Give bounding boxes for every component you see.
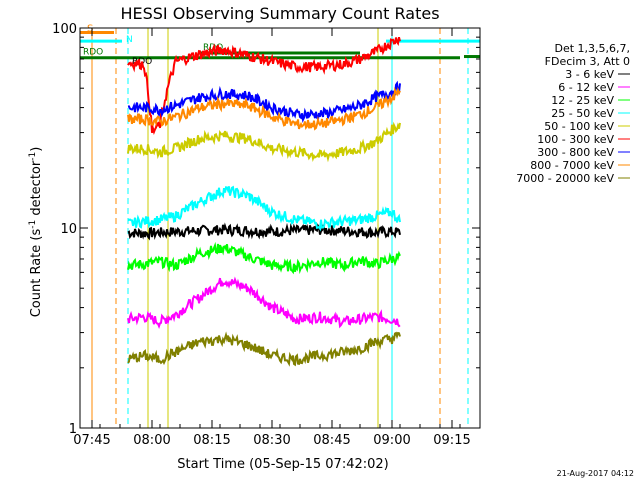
- series-line-0: [127, 222, 401, 241]
- saa-label: S: [87, 23, 93, 34]
- legend-label-4: 50 - 100 keV: [544, 120, 614, 133]
- y-axis-label-part1: Count Rate (s: [29, 229, 44, 318]
- legend-label-1: 6 - 12 keV: [558, 81, 614, 94]
- y-tick-label-1: 10: [60, 222, 77, 237]
- series-line-4: [127, 121, 401, 163]
- x-tick-label-0: 07:45: [73, 433, 110, 448]
- legend-header-0: Det 1,3,5,6,7,: [554, 42, 630, 55]
- series-line-2: [127, 241, 401, 275]
- series-line-5: [127, 36, 401, 135]
- rdo-label-0: RDO: [83, 48, 103, 58]
- legend-label-3: 25 - 50 keV: [551, 107, 614, 120]
- y-axis: 1 10 100: [52, 22, 480, 437]
- series-line-8: [127, 331, 401, 367]
- series-line-6: [127, 80, 401, 123]
- series-line-1: [127, 276, 401, 330]
- y-axis-label-part3: ): [29, 147, 44, 152]
- event-lines: [79, 28, 469, 428]
- x-axis-label: Start Time (05-Sep-15 07:42:02): [177, 457, 388, 472]
- x-axis: 07:45 08:00 08:15 08:30 08:45 09:00 09:15: [73, 28, 481, 448]
- series-line-7: [127, 86, 401, 131]
- chart-title: HESSI Observing Summary Count Rates: [120, 4, 439, 23]
- y-tick-label-2: 100: [52, 22, 77, 37]
- legend-label-6: 300 - 800 keV: [537, 146, 614, 159]
- legend-label-7: 800 - 7000 keV: [530, 159, 614, 172]
- y-axis-label-sup2: -1: [28, 152, 38, 161]
- x-tick-label-6: 09:15: [433, 433, 470, 448]
- night-label: N: [126, 35, 133, 45]
- legend: Det 1,3,5,6,7,FDecim 3, Att 03 - 6 keV6 …: [516, 42, 630, 185]
- legend-label-8: 7000 - 20000 keV: [516, 172, 614, 185]
- plot-frame: [79, 27, 481, 429]
- x-tick-label-3: 08:30: [253, 433, 290, 448]
- x-tick-label-4: 08:45: [313, 433, 350, 448]
- footer-date: 21-Aug-2017 04:12: [557, 469, 634, 478]
- x-tick-label-1: 08:00: [133, 433, 170, 448]
- legend-header-1: FDecim 3, Att 0: [545, 55, 630, 68]
- legend-label-2: 12 - 25 keV: [551, 94, 614, 107]
- y-tick-label-0: 1: [69, 422, 77, 437]
- y-axis-label: Count Rate (s-1 detector-1): [28, 147, 44, 318]
- series-group: [127, 36, 401, 367]
- legend-label-0: 3 - 6 keV: [565, 68, 614, 81]
- y-axis-label-part2: detector: [29, 160, 44, 220]
- series-line-3: [127, 185, 401, 232]
- y-axis-label-sup1: -1: [28, 220, 38, 229]
- legend-label-5: 100 - 300 keV: [537, 133, 614, 146]
- x-tick-label-5: 09:00: [373, 433, 410, 448]
- x-tick-label-2: 08:15: [193, 433, 230, 448]
